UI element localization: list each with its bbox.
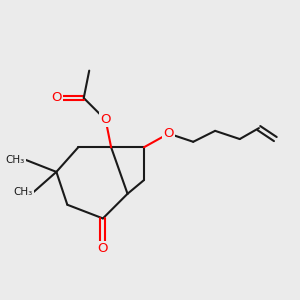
Text: O: O [51, 92, 62, 104]
Text: O: O [98, 242, 108, 255]
Text: CH₃: CH₃ [14, 188, 33, 197]
Text: CH₃: CH₃ [6, 154, 25, 165]
Text: O: O [163, 127, 174, 140]
Text: O: O [100, 113, 111, 126]
